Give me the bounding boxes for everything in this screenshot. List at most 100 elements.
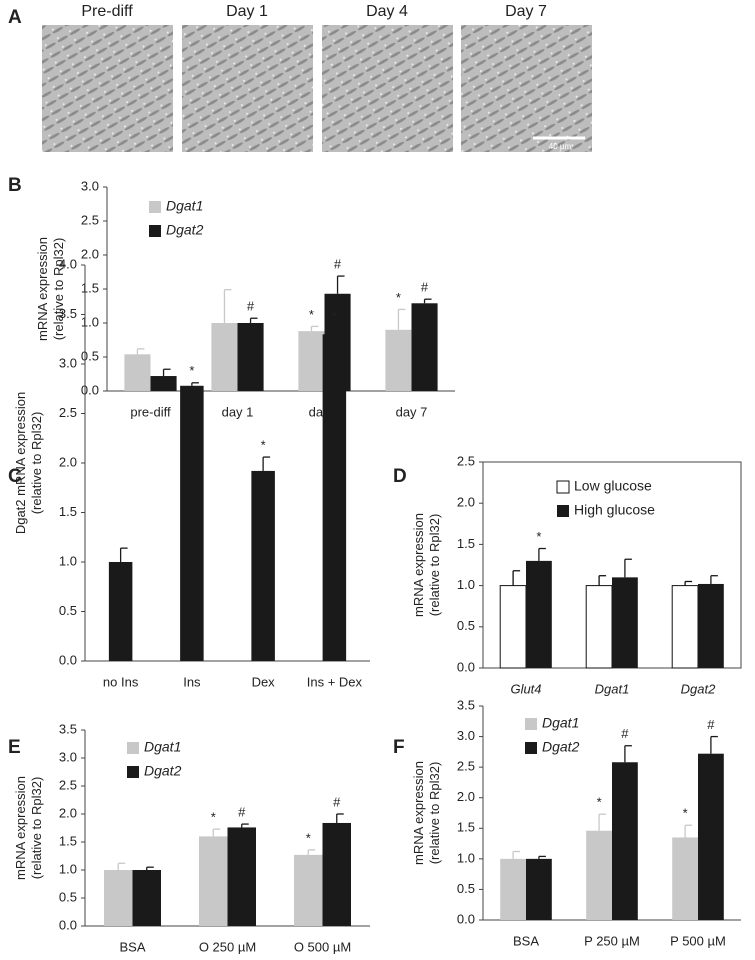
- y-tick-label: 2.0: [59, 454, 77, 469]
- y-tick-label: 1.5: [59, 504, 77, 519]
- x-tick-label: day 1: [222, 404, 254, 419]
- x-tick-label: Dex: [252, 674, 276, 689]
- y-tick-label: 1.5: [457, 820, 475, 835]
- y-tick-label: 0.0: [59, 917, 77, 932]
- legend-label: Dgat1: [144, 739, 181, 755]
- y-axis-label-line: mRNA expression: [13, 776, 28, 880]
- bar: [586, 830, 612, 920]
- y-tick-label: 2.5: [457, 453, 475, 468]
- y-tick-label: 0.5: [457, 881, 475, 896]
- legend-swatch: [149, 201, 161, 213]
- x-tick-label: Ins: [183, 674, 201, 689]
- x-tick-label: Ins + Dex: [307, 674, 363, 689]
- panel-label: C: [8, 466, 22, 487]
- y-axis-label: mRNA expression(relative to Rpl32): [411, 513, 442, 617]
- significance-mark: #: [621, 726, 629, 741]
- y-tick-label: 1.5: [59, 833, 77, 848]
- y-axis-label: mRNA expression(relative to Rpl32): [35, 237, 66, 341]
- y-axis-label-line: (relative to Rpl32): [51, 238, 66, 341]
- legend-label: Dgat1: [542, 715, 579, 731]
- y-tick-label: 2.0: [457, 495, 475, 510]
- y-axis-label-line: (relative to Rpl32): [29, 412, 44, 515]
- legend-label: Dgat2: [144, 763, 182, 779]
- y-axis-label-line: mRNA expression: [35, 237, 50, 341]
- y-tick-label: 2.0: [81, 246, 99, 261]
- y-tick-label: 2.0: [457, 789, 475, 804]
- bar: [385, 329, 412, 391]
- significance-mark: #: [707, 717, 715, 732]
- bar: [322, 822, 351, 926]
- y-tick-label: 1.5: [457, 536, 475, 551]
- bar: [698, 583, 724, 668]
- bar: [237, 323, 264, 391]
- image-title: Day 7: [505, 3, 547, 20]
- panel-label: E: [8, 737, 21, 758]
- micrograph: [182, 25, 313, 152]
- bar: [150, 376, 177, 391]
- significance-mark: *: [211, 810, 216, 825]
- y-tick-label: 2.5: [59, 777, 77, 792]
- bar: [298, 331, 325, 391]
- y-tick-label: 3.5: [59, 306, 77, 321]
- bar: [294, 854, 323, 926]
- x-tick-label: pre-diff: [130, 404, 171, 419]
- y-axis-label: mRNA expression(relative to Rpl32): [13, 776, 44, 880]
- image-title: Pre-diff: [81, 3, 133, 20]
- bar: [499, 585, 527, 669]
- legend-label: Dgat2: [542, 739, 580, 755]
- y-tick-label: 3.5: [59, 721, 77, 736]
- image-title: Day 1: [226, 3, 268, 20]
- significance-mark: *: [261, 437, 266, 452]
- y-tick-label: 1.0: [59, 553, 77, 568]
- y-tick-label: 3.0: [457, 728, 475, 743]
- y-axis-label: mRNA expression(relative to Rpl32): [411, 761, 442, 865]
- legend-swatch: [525, 718, 537, 730]
- bar: [585, 585, 613, 669]
- significance-mark: *: [309, 307, 314, 322]
- panel-label: D: [393, 466, 407, 487]
- legend-label: Dgat2: [166, 222, 204, 238]
- significance-mark: *: [683, 806, 688, 821]
- significance-mark: *: [189, 363, 194, 378]
- legend-swatch: [127, 766, 139, 778]
- significance-mark: *: [536, 529, 541, 544]
- significance-mark: #: [238, 805, 246, 820]
- y-axis-label-line: (relative to Rpl32): [427, 762, 442, 865]
- bar: [227, 827, 256, 926]
- legend-label: Low glucose: [574, 478, 652, 494]
- x-tick-label: O 250 µM: [199, 939, 256, 954]
- y-tick-label: 0.0: [457, 911, 475, 926]
- legend-swatch: [557, 505, 569, 517]
- y-tick-label: 2.5: [59, 405, 77, 420]
- x-tick-label: Glut4: [510, 681, 541, 696]
- bar: [132, 870, 161, 926]
- y-tick-label: 0.0: [457, 659, 475, 674]
- micrograph: [461, 25, 592, 152]
- bar: [199, 836, 228, 926]
- image-title: Day 4: [366, 3, 408, 20]
- y-tick-label: 1.0: [457, 577, 475, 592]
- x-tick-label: P 500 µM: [670, 933, 726, 948]
- y-tick-label: 0.0: [59, 652, 77, 667]
- legend-swatch: [525, 742, 537, 754]
- bar: [180, 385, 204, 661]
- scale-bar-label: 40 µm: [549, 142, 572, 151]
- x-tick-label: BSA: [513, 933, 539, 948]
- bar: [671, 585, 699, 669]
- significance-mark: *: [597, 795, 602, 810]
- bar: [526, 858, 552, 920]
- bar: [698, 753, 724, 920]
- bar: [322, 334, 347, 661]
- y-axis-label-line: Dgat2 mRNA expression: [13, 392, 28, 534]
- y-tick-label: 0.5: [59, 889, 77, 904]
- micrograph: [322, 25, 453, 152]
- y-axis-label-line: mRNA expression: [411, 513, 426, 617]
- significance-mark: *: [306, 830, 311, 845]
- bar: [500, 858, 526, 920]
- bar: [612, 577, 638, 668]
- y-tick-label: 1.0: [59, 861, 77, 876]
- significance-mark: #: [421, 280, 429, 295]
- legend-label: Dgat1: [166, 198, 203, 214]
- significance-mark: #: [333, 794, 341, 809]
- bar: [104, 870, 133, 926]
